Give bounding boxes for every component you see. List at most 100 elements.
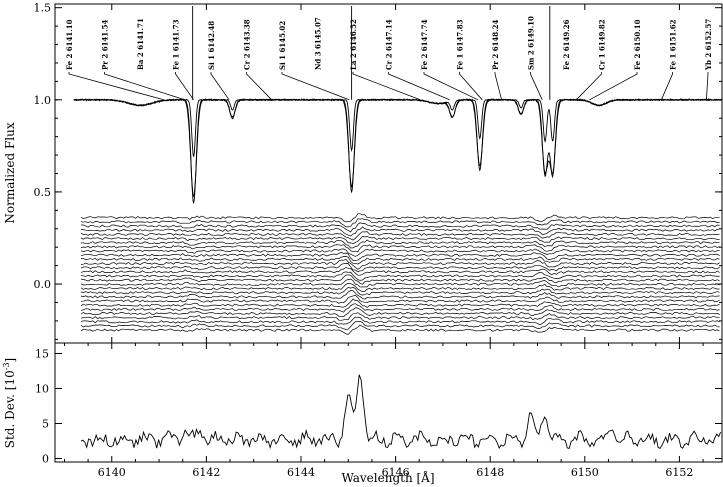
line-id-label: Nd 3 6145.07: [314, 17, 323, 70]
line-id-label: Pr 2 6141.54: [101, 20, 110, 70]
residual-profile: [80, 248, 720, 257]
flux-panel: 0.0 0.5 1.0 1.5 Fe 2 6141.10 Pr 2 6141.54 Ba …: [3, 2, 723, 344]
line-id-label: Si 1 6142.48: [207, 21, 216, 70]
x-tick-label: 6144: [287, 466, 315, 479]
line-id-marker: [661, 72, 673, 100]
flux-profile: [73, 97, 722, 197]
residual-profile: [80, 226, 720, 237]
y-tick-label: 5: [42, 418, 49, 431]
line-id-marker: [706, 72, 709, 100]
residual-profile: [80, 218, 720, 228]
stddev-y-axis: 0 5 10 15: [35, 348, 722, 466]
residual-profiles: [80, 213, 720, 335]
line-id-label: La 2 6146.52: [349, 19, 358, 70]
line-id-marker: [175, 72, 194, 101]
line-id-marker: [494, 72, 502, 100]
residual-profile: [80, 290, 720, 300]
line-id-marker: [459, 72, 483, 101]
line-id-label: Fe 2 6147.74: [420, 19, 429, 70]
line-id-label: Pr 2 6148.24: [491, 20, 500, 70]
stddev-x-axis: 6140 6142 6144 6146 6148 6150 6152: [63, 343, 704, 479]
residual-profile: [80, 303, 720, 313]
flux-y-axis-title: Normalized Flux: [3, 122, 17, 223]
y-tick-label: 0.5: [34, 186, 52, 199]
line-id-label: Cr 2 6147.14: [385, 19, 394, 70]
y-tick-label: 0.0: [34, 278, 52, 291]
residual-profile: [80, 316, 720, 326]
residual-profile: [80, 271, 720, 281]
residual-profile: [81, 222, 720, 233]
stddev-panel: 0 5 10 15 6140 6142 6144 6146 6148 6150 6152 Std.…: [2, 342, 723, 485]
residual-profile: [80, 231, 720, 241]
line-id-marker: [246, 72, 272, 101]
line-identifications: Fe 2 6141.10 Pr 2 6141.54 Ba 2 6141.71 Fe 1…: [65, 6, 713, 101]
flux-profile: [73, 98, 722, 157]
residual-profile: [80, 278, 720, 288]
line-id-label: Fe 2 6149.26: [562, 19, 571, 70]
y-tick-label: 1.0: [34, 94, 52, 107]
line-id-label: Yb 2 6152.57: [704, 19, 713, 71]
residual-profile: [80, 258, 720, 270]
stddev-line: [80, 374, 722, 450]
line-id-marker: [576, 72, 602, 101]
flux-y-axis: 0.0 0.5 1.0 1.5: [34, 2, 722, 340]
residual-profile: [80, 298, 720, 308]
residual-profile: [80, 294, 720, 304]
stddev-y-axis-title: Std. Dev. [10-3]: [2, 358, 17, 449]
line-id-label: Fe 1 6141.73: [172, 19, 181, 70]
y-tick-label: 1.5: [34, 2, 52, 15]
stddev-y-axis-title-exponent: -3: [2, 362, 11, 370]
residual-profile: [80, 239, 720, 249]
stddev-y-axis-title-main: Std. Dev. [10: [3, 370, 17, 448]
y-tick-label: 15: [35, 348, 49, 361]
line-id-label: Cr 1 6149.82: [598, 19, 607, 70]
y-tick-label: 0: [42, 453, 49, 466]
residual-profile: [80, 324, 720, 335]
line-id-label: Si 1 6145.02: [278, 21, 287, 70]
line-id-marker: [589, 72, 638, 101]
flux-profile: [73, 98, 722, 205]
residual-profile: [80, 312, 720, 321]
x-tick-label: 6146: [382, 466, 410, 479]
residual-profile: [80, 267, 720, 276]
stddev-panel-frame: [54, 342, 723, 463]
stddev-y-axis-title-close: ]: [3, 358, 17, 363]
line-id-marker: [68, 72, 164, 101]
x-tick-label: 6142: [192, 466, 220, 479]
line-id-label: Ba 2 6141.71: [136, 18, 145, 70]
line-id-marker: [423, 72, 479, 101]
line-id-label: Fe 1 6147.83: [456, 19, 465, 70]
line-id-marker: [388, 72, 450, 101]
flux-spectra: [73, 97, 722, 205]
residual-profile: [80, 287, 720, 296]
line-id-label: Fe 1 6151.62: [669, 19, 678, 70]
line-id-marker: [281, 72, 350, 101]
x-tick-label: 6140: [98, 466, 126, 479]
residual-profile: [80, 282, 720, 292]
residual-profile: [80, 213, 720, 223]
line-id-marker: [104, 72, 185, 101]
x-tick-label: 6150: [571, 466, 599, 479]
stddev-series: [80, 374, 722, 450]
residual-profile: [80, 263, 720, 273]
residual-profile: [80, 320, 720, 330]
line-id-marker: [530, 72, 543, 100]
line-id-label: Fe 2 6141.10: [65, 19, 74, 70]
line-id-label: Cr 2 6143.38: [243, 19, 252, 70]
residual-profile: [80, 251, 720, 261]
y-tick-label: 10: [35, 383, 49, 396]
line-id-label: Sm 2 6149.10: [527, 16, 536, 70]
x-axis-title: Wavelength [Å]: [341, 470, 434, 485]
x-tick-label: 6152: [665, 466, 693, 479]
residual-profile: [80, 244, 720, 253]
residual-profile: [80, 307, 720, 317]
residual-profile: [80, 274, 720, 285]
line-id-marker: [210, 72, 230, 101]
flux-x-ticks: [111, 4, 680, 343]
residual-profile: [80, 236, 720, 244]
line-id-marker: [352, 72, 421, 101]
x-tick-label: 6148: [476, 466, 504, 479]
line-id-label: Fe 2 6150.10: [633, 19, 642, 70]
residual-profile: [80, 256, 720, 265]
